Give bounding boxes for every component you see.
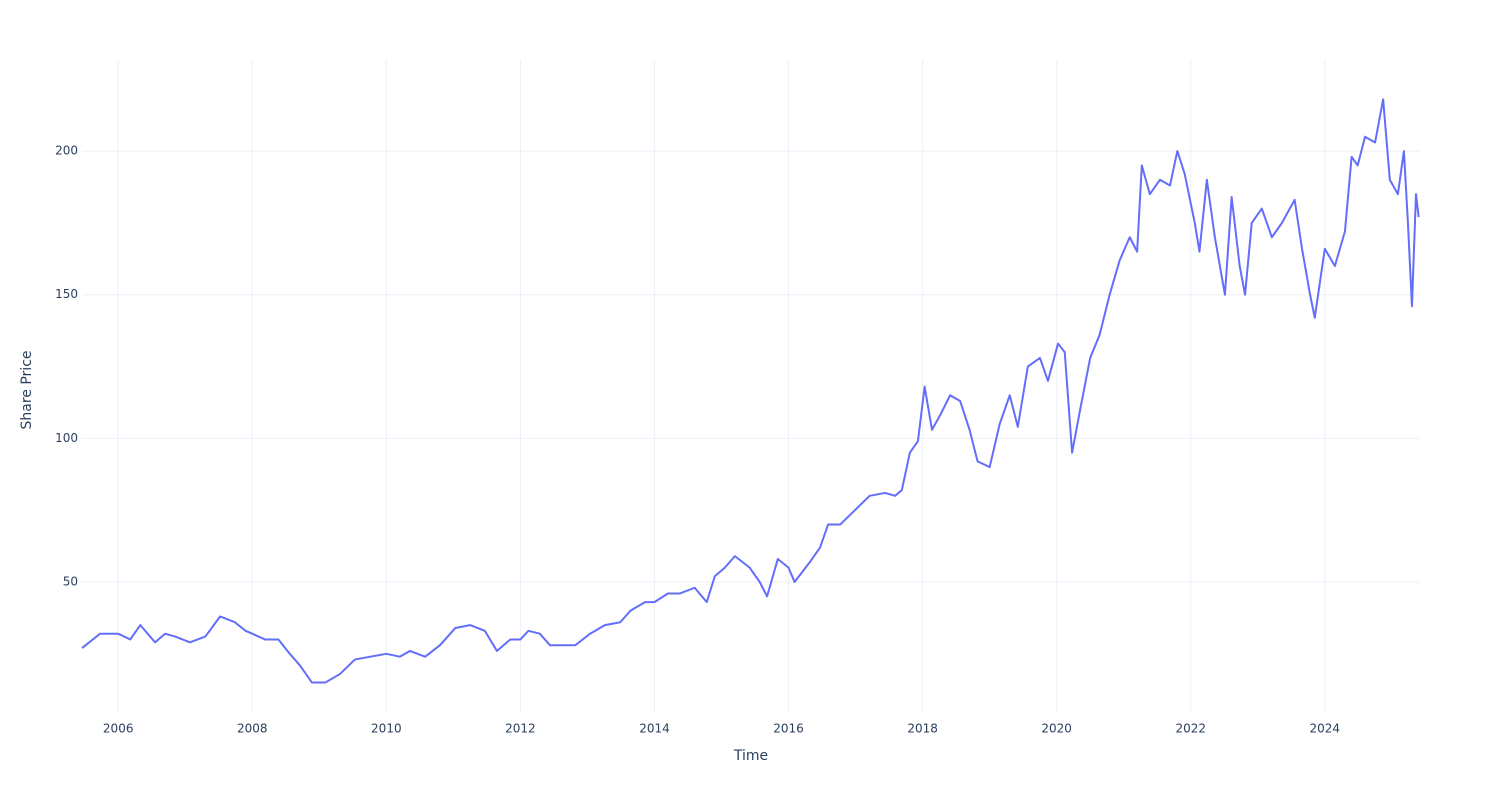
y-axis-title: Share Price xyxy=(19,350,35,429)
x-tick-label: 2018 xyxy=(907,722,938,736)
y-tick-label: 200 xyxy=(55,144,78,158)
x-tick-label: 2010 xyxy=(371,722,402,736)
y-tick-label: 150 xyxy=(55,287,78,301)
x-tick-label: 2024 xyxy=(1310,722,1341,736)
x-tick-label: 2008 xyxy=(237,722,268,736)
x-tick-label: 2022 xyxy=(1175,722,1206,736)
x-tick-label: 2014 xyxy=(639,722,670,736)
x-tick-label: 2020 xyxy=(1041,722,1072,736)
x-tick-label: 2016 xyxy=(773,722,804,736)
y-tick-label: 50 xyxy=(63,575,78,589)
x-tick-label: 2006 xyxy=(103,722,134,736)
y-tick-label: 100 xyxy=(55,431,78,445)
price-line xyxy=(81,98,1420,684)
x-axis-title: Time xyxy=(733,748,768,764)
x-tick-label: 2012 xyxy=(505,722,536,736)
